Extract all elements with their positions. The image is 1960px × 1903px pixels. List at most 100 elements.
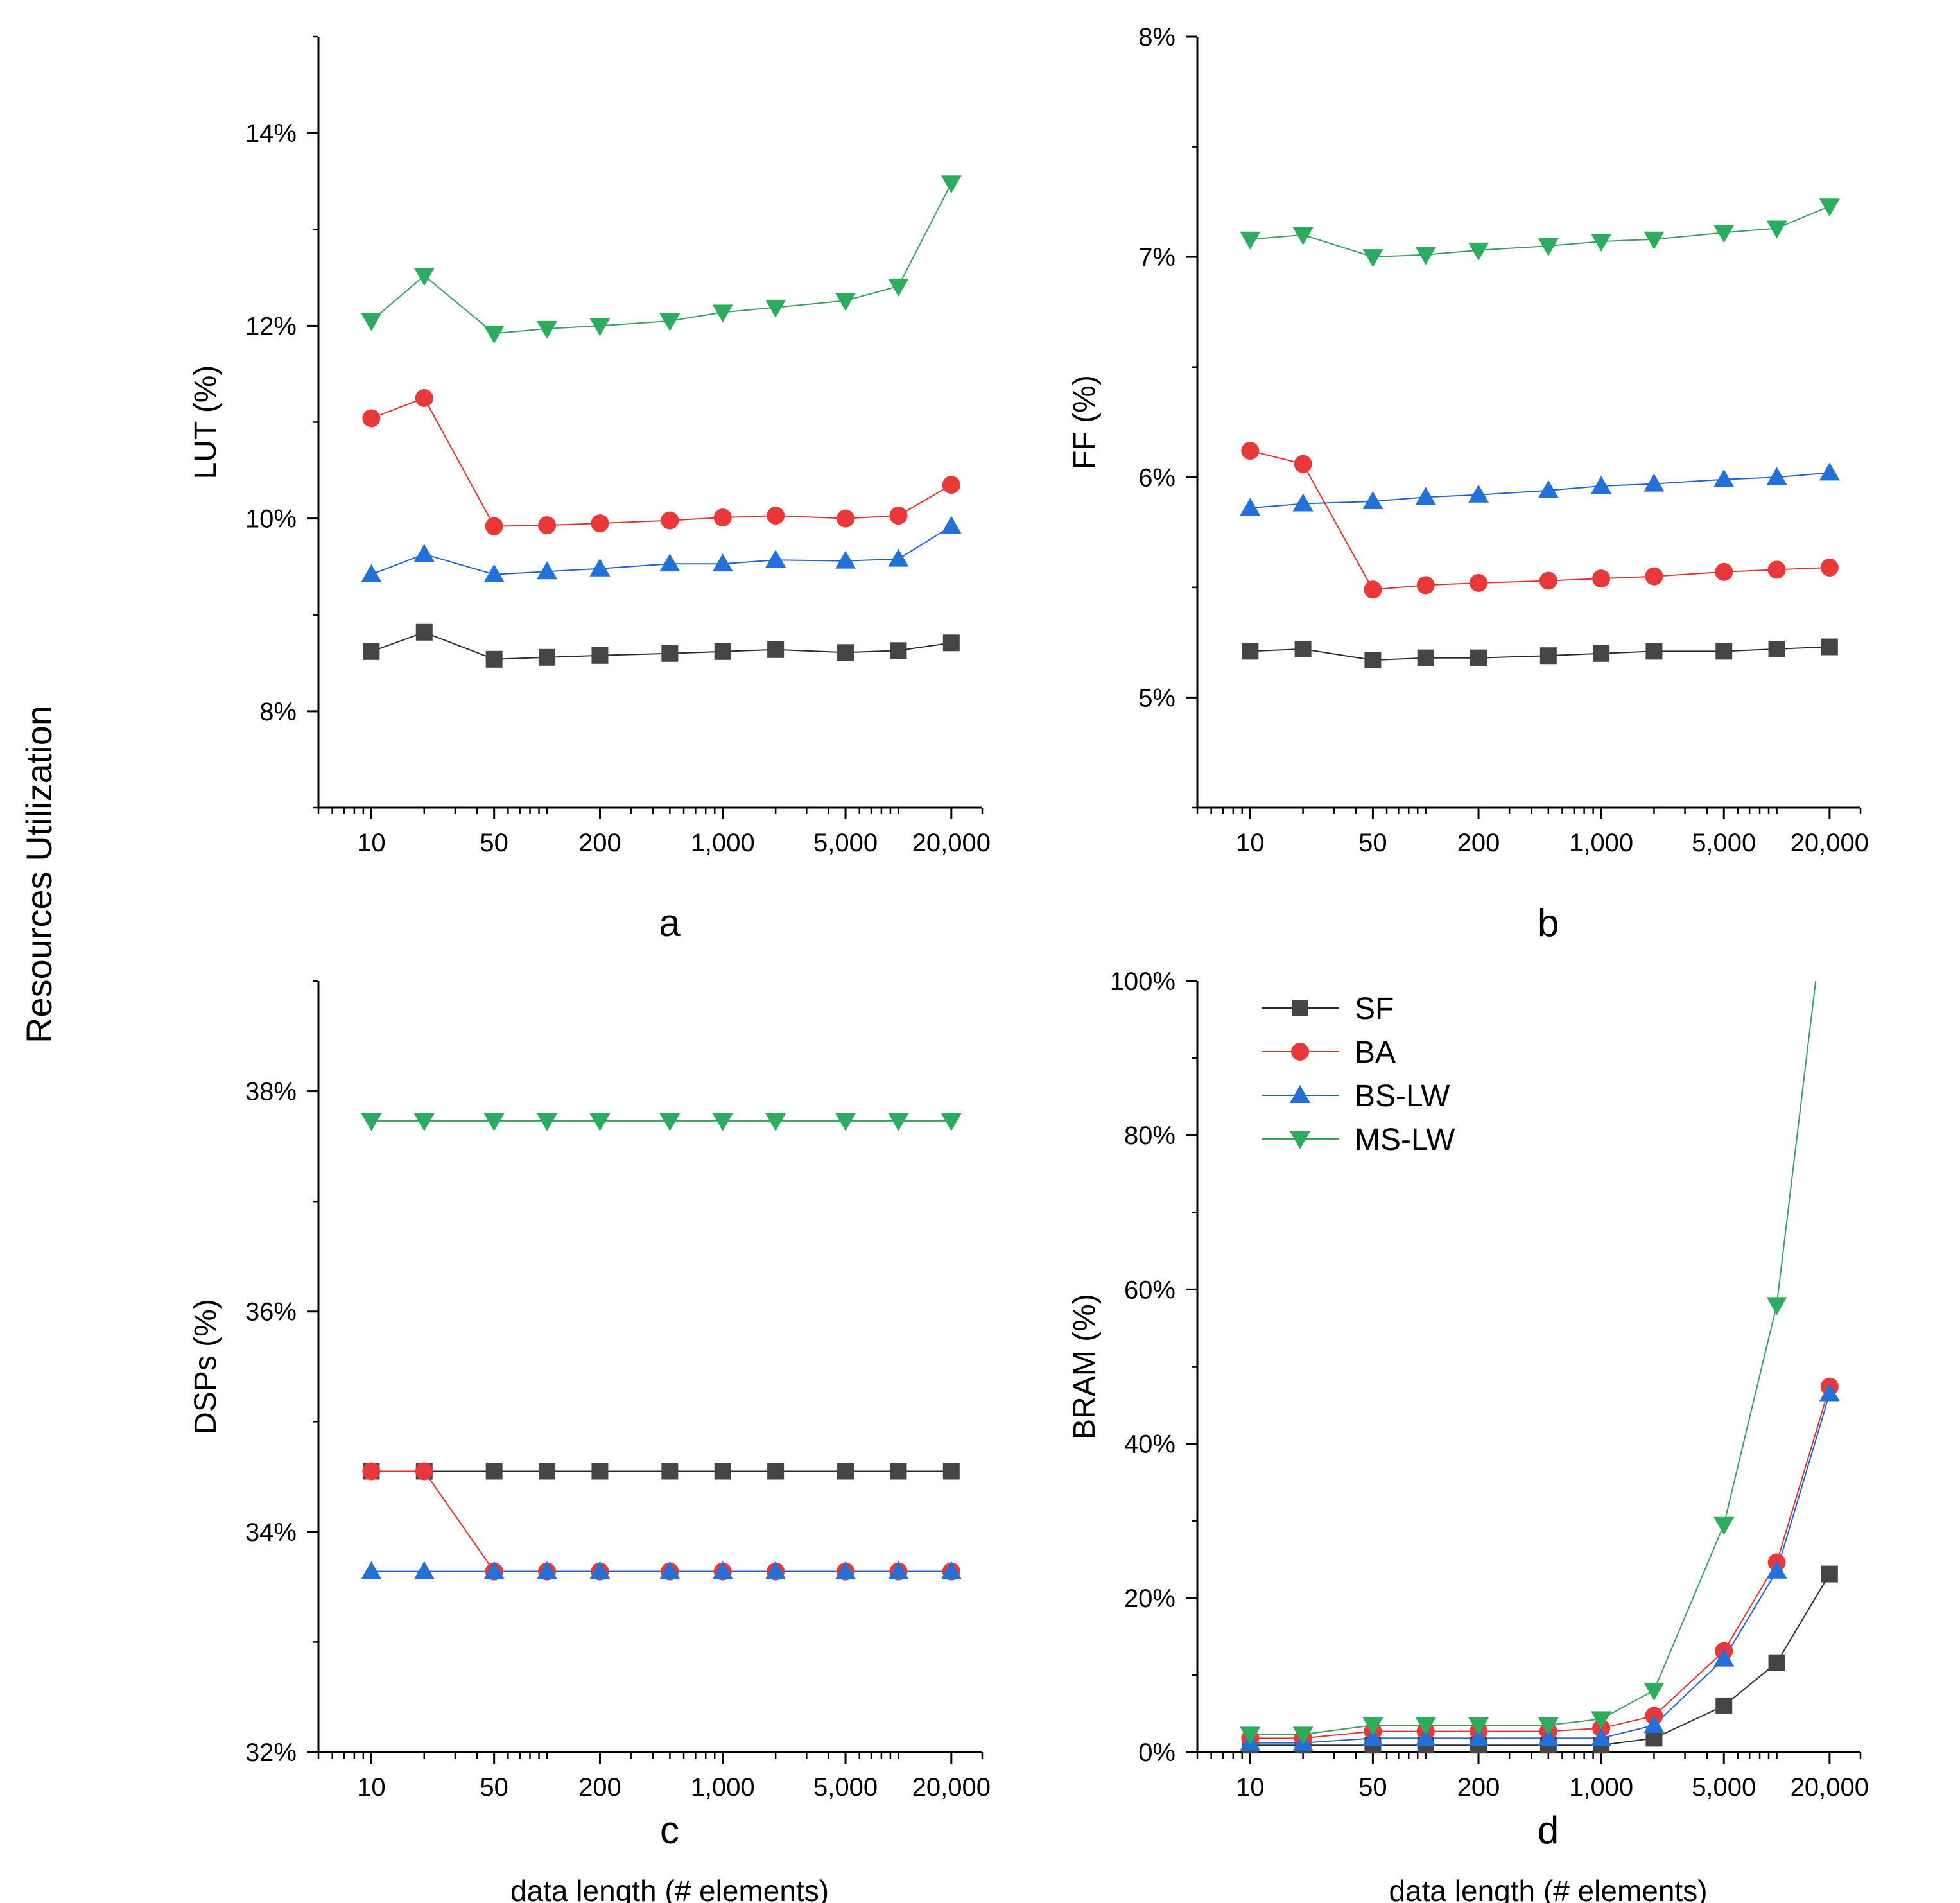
data-point	[1242, 643, 1259, 660]
data-point	[942, 476, 960, 494]
data-point	[1715, 643, 1733, 660]
data-point	[942, 1463, 960, 1480]
data-point	[1538, 480, 1559, 498]
data-point	[1645, 643, 1663, 660]
data-point	[361, 1113, 382, 1131]
data-point	[415, 1462, 433, 1481]
data-point	[413, 544, 435, 562]
x-tick-label: 200	[578, 829, 621, 857]
data-point	[1643, 1714, 1665, 1733]
series-line-bs-lw	[1250, 472, 1830, 509]
data-point	[942, 634, 960, 652]
data-point	[589, 318, 611, 336]
data-point	[1468, 1717, 1489, 1735]
data-point	[1821, 638, 1838, 656]
y-tick-label: 34%	[245, 1518, 297, 1547]
data-point	[767, 507, 785, 525]
data-point	[1766, 220, 1787, 239]
data-point	[1591, 476, 1612, 494]
data-point	[1821, 1565, 1838, 1583]
data-point	[1819, 462, 1840, 481]
series-markers-ba	[362, 388, 960, 535]
x-tick-label: 20,000	[1791, 829, 1869, 857]
data-point	[659, 1113, 681, 1131]
data-point	[1768, 1654, 1785, 1671]
data-point	[837, 509, 855, 528]
x-tick-label: 50	[480, 1773, 508, 1802]
data-point	[485, 517, 503, 535]
y-tick-label: 8%	[1138, 23, 1175, 51]
data-point	[362, 409, 381, 428]
series-markers-ba	[362, 1462, 960, 1581]
data-point	[941, 516, 962, 534]
data-point	[591, 647, 609, 664]
data-point	[363, 643, 380, 660]
series-markers-ms-lw	[361, 175, 962, 344]
series-line-ba	[1250, 1386, 1830, 1739]
chart-panel-a: 8% 10% 12% 14% 10 50 200 1,000 5,000 20,000 LUT (%…	[189, 35, 991, 944]
data-point	[1240, 1726, 1261, 1745]
data-point	[591, 1463, 609, 1480]
y-tick-label: 36%	[245, 1298, 297, 1326]
x-tick-label: 50	[1358, 829, 1387, 857]
y-axis-label: LUT (%)	[189, 365, 223, 480]
panels: 8% 10% 12% 14% 10 50 200 1,000 5,000 20,000 LUT (%…	[189, 23, 1869, 1903]
y-tick-label: 12%	[245, 312, 297, 340]
data-point	[483, 1561, 505, 1579]
x-tick-label: 1,000	[691, 1773, 755, 1802]
legend-marker	[1290, 1131, 1310, 1149]
data-point	[1643, 1682, 1665, 1701]
data-point	[1468, 1728, 1489, 1746]
plot-area	[1240, 198, 1840, 669]
data-point	[659, 553, 681, 572]
data-point	[659, 1561, 681, 1579]
data-point	[837, 1463, 854, 1480]
x-tick-label: 10	[357, 1773, 386, 1802]
data-point	[890, 642, 907, 659]
data-point	[1415, 1728, 1436, 1746]
data-point	[1538, 1728, 1559, 1746]
data-point	[589, 558, 611, 577]
x-tick-label: 5,000	[813, 1773, 878, 1802]
series-markers-sf	[363, 623, 960, 668]
series-line-ms-lw	[1250, 981, 1817, 1735]
x-tick-label: 200	[1457, 1773, 1500, 1802]
data-point	[539, 1463, 556, 1480]
data-point	[1294, 455, 1312, 473]
series-markers-ms-lw	[361, 1113, 962, 1131]
data-point	[1767, 560, 1786, 579]
data-point	[888, 278, 909, 297]
series-line-ba	[1250, 450, 1830, 591]
data-point	[485, 650, 503, 668]
data-point	[1468, 484, 1489, 503]
data-point	[1538, 1717, 1559, 1735]
series-markers-bs-lw	[1240, 1383, 1840, 1751]
series-line-sf	[371, 631, 951, 660]
data-point	[1591, 234, 1612, 252]
x-axis-label: data length (# elements)	[510, 1874, 829, 1903]
data-point	[767, 1463, 785, 1480]
data-point	[1645, 567, 1663, 586]
data-point	[889, 507, 908, 525]
x-tick-label: 20,000	[912, 1773, 991, 1802]
data-point	[1539, 647, 1557, 665]
data-point	[659, 313, 681, 331]
y-tick-label: 80%	[1124, 1122, 1175, 1150]
data-point	[661, 645, 679, 662]
data-point	[1820, 558, 1839, 577]
data-point	[712, 553, 733, 572]
data-point	[714, 643, 731, 660]
legend-entry-ba: BA	[1262, 1036, 1396, 1070]
series-line-ba	[371, 1470, 951, 1572]
data-point	[661, 511, 679, 530]
x-tick-label: 1,000	[1569, 1773, 1633, 1802]
data-point	[712, 1113, 733, 1131]
x-tick-label: 5,000	[1692, 829, 1756, 857]
data-point	[1643, 231, 1665, 250]
y-tick-label: 8%	[259, 698, 297, 726]
data-point	[539, 648, 556, 666]
data-point	[537, 1113, 558, 1131]
data-point	[1468, 242, 1489, 261]
series-line-ms-lw	[370, 182, 952, 335]
series-markers-ba	[1241, 442, 1839, 599]
